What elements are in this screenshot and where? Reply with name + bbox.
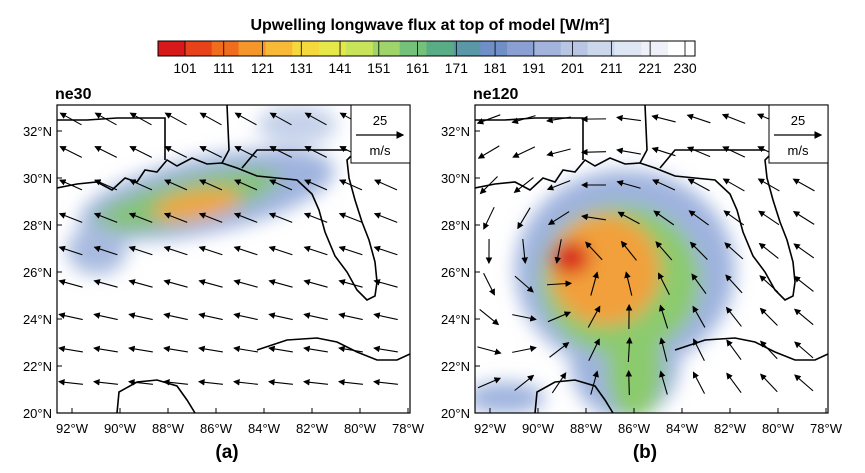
x-tick-label: 84°W [248, 421, 281, 436]
colorbar-segment [265, 41, 292, 56]
x-tick-label: 86°W [200, 421, 233, 436]
x-tick-label: 84°W [666, 421, 699, 436]
panel-caption: (a) [215, 442, 238, 463]
y-tick-label: 20°N [23, 406, 52, 421]
colorbar-tick-label: 141 [328, 60, 352, 76]
y-tick-label: 24°N [23, 312, 52, 327]
colorbar-segment [373, 41, 400, 56]
wind-arrow [629, 371, 630, 395]
reference-value: 25 [791, 113, 805, 128]
colorbar-segment [427, 41, 454, 56]
y-tick-label: 32°N [441, 124, 470, 139]
x-tick-label: 80°W [344, 421, 377, 436]
colorbar-segment [239, 41, 266, 56]
colorbar-segment [480, 41, 507, 56]
colorbar-tick-label: 230 [673, 60, 697, 76]
y-tick-label: 28°N [23, 218, 52, 233]
colorbar-tick-label: 111 [213, 60, 234, 76]
x-tick-label: 90°W [522, 421, 555, 436]
colorbar-tick-label: 181 [483, 60, 507, 76]
colorbar-segment [292, 41, 319, 56]
colorbar-tick-label: 191 [522, 60, 546, 76]
colorbar-segment [588, 41, 615, 56]
colorbar: 101 111 121 131 141 151 161 171 181 191 201 211 221 2… [158, 41, 697, 76]
colorbar-segment [319, 41, 346, 56]
map-panel: ne120 25 m/s 92°W 90°W 88°W 86°W 84°W 82°W 80°W 78… [441, 86, 843, 463]
cloud [257, 105, 337, 145]
x-tick-label: 80°W [762, 421, 795, 436]
x-tick-label: 78°W [392, 421, 425, 436]
panel-name: ne30 [55, 86, 92, 103]
colorbar-segment [534, 41, 561, 56]
cloud [607, 320, 663, 420]
colorbar-segment [507, 41, 534, 56]
colorbar-title: Upwelling longwave flux at top of model … [250, 17, 609, 34]
y-tick-label: 32°N [23, 124, 52, 139]
colorbar-tick-label: 151 [367, 60, 391, 76]
y-tick-label: 24°N [441, 312, 470, 327]
reference-unit: m/s [370, 143, 391, 158]
x-tick-label: 78°W [810, 421, 843, 436]
colorbar-segment [614, 41, 641, 56]
reference-value: 25 [373, 113, 387, 128]
colorbar-segment [453, 41, 480, 56]
colorbar-tick-label: 171 [445, 60, 469, 76]
colorbar-segment [668, 41, 695, 56]
x-tick-label: 88°W [152, 421, 185, 436]
map-panel: ne30 25 m/s 92°W 90°W 88°W 86°W 84°W 82°W 80°W 78°… [23, 86, 425, 463]
y-tick-label: 26°N [23, 265, 52, 280]
colorbar-tick-label: 221 [638, 60, 662, 76]
x-tick-label: 88°W [570, 421, 603, 436]
colorbar-tick-label: 211 [600, 60, 623, 76]
wind-arrow [582, 152, 606, 153]
y-tick-label: 30°N [23, 171, 52, 186]
colorbar-segment [641, 41, 668, 56]
colorbar-tick-label: 121 [251, 60, 275, 76]
colorbar-tick-label: 101 [173, 60, 197, 76]
y-tick-label: 22°N [23, 359, 52, 374]
y-tick-label: 30°N [441, 171, 470, 186]
colorbar-segment [346, 41, 373, 56]
colorbar-segment [400, 41, 427, 56]
colorbar-tick-label: 131 [290, 60, 314, 76]
colorbar-segment [185, 41, 212, 56]
y-tick-label: 22°N [441, 359, 470, 374]
x-tick-label: 82°W [714, 421, 747, 436]
colorbar-tick-label: 201 [561, 60, 585, 76]
x-tick-label: 92°W [474, 421, 507, 436]
colorbar-segment [561, 41, 588, 56]
cloud [465, 382, 545, 414]
cloud [550, 242, 590, 274]
reference-unit: m/s [788, 143, 809, 158]
y-tick-label: 20°N [441, 406, 470, 421]
colorbar-segment [212, 41, 239, 56]
x-tick-label: 90°W [104, 421, 137, 436]
panel-name: ne120 [473, 86, 518, 103]
x-tick-label: 92°W [56, 421, 89, 436]
y-tick-label: 26°N [441, 265, 470, 280]
panel-caption: (b) [633, 442, 657, 463]
panels: ne30 25 m/s 92°W 90°W 88°W 86°W 84°W 82°W 80°W 78°… [23, 86, 843, 463]
x-tick-label: 86°W [618, 421, 651, 436]
x-tick-label: 82°W [296, 421, 329, 436]
colorbar-segment [158, 41, 185, 56]
y-tick-label: 28°N [441, 218, 470, 233]
cloud [67, 225, 127, 275]
colorbar-tick-label: 161 [406, 60, 430, 76]
